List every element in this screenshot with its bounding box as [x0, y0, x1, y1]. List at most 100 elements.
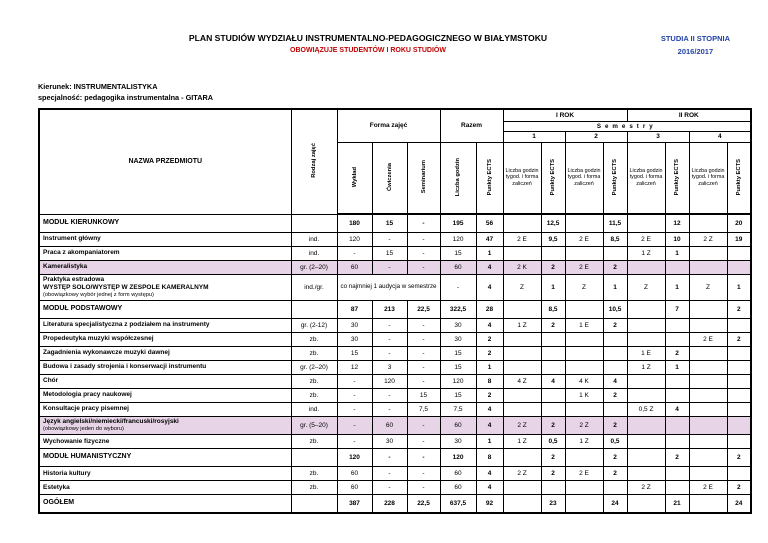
cell-sem-hours: [688, 317, 728, 333]
cell-sem-hours: [564, 359, 604, 375]
cell-sem-hours: Z: [626, 273, 666, 301]
subject-name: Propedeutyka muzyki współczesnej: [43, 335, 154, 343]
document-header: PLAN STUDIÓW WYDZIAŁU INSTRUMENTALNO-PED…: [38, 33, 698, 54]
cell-sem-hours: 2 Z: [688, 231, 728, 247]
cell-sem-hours: 4 Z: [502, 373, 542, 389]
subject-name-cell: Praca z akompaniatorem: [38, 245, 292, 261]
sem3-hours-header: Liczba godzin tygod. i forma zaliczeń: [626, 141, 666, 215]
cell-sem-ects: [664, 480, 690, 496]
cell-sem-ects: 2: [602, 466, 628, 482]
cell-sem-hours: [626, 299, 666, 319]
cell-punkty-ects: 4: [475, 273, 504, 301]
subject-name-cell: Instrument główny: [38, 231, 292, 247]
cell-cwiczenia: -: [371, 231, 408, 247]
subject-name-cell: MODUŁ HUMANISTYCZNY: [38, 448, 292, 468]
col-header-rok-1: I ROK: [502, 108, 628, 122]
cell-sem-hours: 1 Z: [626, 359, 666, 375]
cell-sem-ects: [726, 259, 752, 275]
cell-sem-ects: [726, 373, 752, 389]
cell-sem-hours: Z: [564, 273, 604, 301]
cell-sem-hours: [564, 299, 604, 319]
cell-sem-ects: 2: [664, 345, 690, 361]
subject-name-cell: Kameralistyka: [38, 259, 292, 275]
cell-sem-ects: [726, 434, 752, 450]
cell-sem-hours: [688, 259, 728, 275]
cell-sem-ects: [540, 345, 566, 361]
cell-sem-ects: 10: [664, 231, 690, 247]
cell-cwiczenia: -: [371, 466, 408, 482]
cell-sem-hours: 2 E: [502, 231, 542, 247]
punkty-ects-label: Punkty ECTS: [550, 158, 557, 195]
cell-liczba-godzin: 7,5: [439, 401, 477, 417]
subject-name: Chór: [43, 377, 59, 385]
cell-wyklad: 180: [336, 213, 373, 233]
cell-liczba-godzin: 120: [439, 373, 477, 389]
col-header-forma-zajec: Forma zajęć: [336, 108, 441, 143]
cell-liczba-godzin: 15: [439, 345, 477, 361]
cell-wyklad: 30: [336, 317, 373, 333]
cell-cwiczenia: -: [371, 317, 408, 333]
cell-rodzaj-zajec: gr. (2-12): [290, 317, 338, 333]
cell-seminarium: -: [406, 415, 441, 436]
sem-number-2: 2: [564, 130, 628, 143]
cell-cwiczenia: 228: [371, 494, 408, 514]
subject-name: Historia kultury: [43, 469, 91, 477]
cell-sem-hours: [688, 387, 728, 403]
cell-punkty-ects: 2: [475, 331, 504, 347]
cell-rodzaj-zajec: ind./gr.: [290, 273, 338, 301]
cell-liczba-godzin: 60: [439, 259, 477, 275]
cell-sem-ects: 2: [540, 415, 566, 436]
col-header-rok-2: II ROK: [626, 108, 752, 122]
cell-liczba-godzin: 15: [439, 245, 477, 261]
cell-seminarium: 7,5: [406, 401, 441, 417]
cell-wyklad: -: [336, 434, 373, 450]
cell-seminarium: -: [406, 213, 441, 233]
cell-sem-ects: [540, 331, 566, 347]
cell-sem-hours: [688, 245, 728, 261]
sem4-hours-header: Liczba godzin tygod. i forma zaliczeń: [688, 141, 728, 215]
subject-name: MODUŁ KIERUNKOWY: [43, 218, 120, 226]
cell-rodzaj-zajec: [290, 494, 338, 514]
cell-sem-hours: [502, 494, 542, 514]
cell-rodzaj-zajec: [290, 213, 338, 233]
cell-liczba-godzin: 120: [439, 231, 477, 247]
cell-sem-ects: 1: [664, 245, 690, 261]
punkty-ects-label: Punkty ECTS: [612, 158, 619, 195]
subject-name: Wychowanie fizyczne: [43, 437, 110, 445]
subject-row: Konsultacje pracy pisemnej ind. - -7,5 7,5 4 0…: [38, 401, 752, 417]
cell-liczba-godzin: 15: [439, 387, 477, 403]
cell-sem-hours: [564, 345, 604, 361]
cell-sem-hours: 2 E: [564, 259, 604, 275]
cell-rodzaj-zajec: [290, 448, 338, 468]
cell-sem-ects: [664, 259, 690, 275]
col-header-rodzaj-zajec: Rodzaj zajęć: [290, 108, 338, 215]
module-row: MODUŁ HUMANISTYCZNY 120- -120 8 2 2 2 2: [38, 448, 752, 468]
specialization: specjalność: pedagogika instrumentalna -…: [38, 92, 214, 102]
cell-sem-ects: [540, 387, 566, 403]
subject-name: Budowa i zasady strojenia i konserwacji …: [43, 363, 207, 371]
study-plan-table: NAZWA PRZEDMIOTU Rodzaj zajęć Forma zaję…: [38, 108, 753, 514]
cell-wyklad: 120: [336, 231, 373, 247]
cell-sem-hours: [626, 317, 666, 333]
cell-sem-hours: 1 E: [626, 345, 666, 361]
cell-wyklad: 12: [336, 359, 373, 375]
cell-sem-ects: 2: [602, 387, 628, 403]
subject-name-cell: Zagadnienia wykonawcze muzyki dawnej: [38, 345, 292, 361]
subject-name: Zagadnienia wykonawcze muzyki dawnej: [43, 349, 170, 357]
cell-sem-hours: [502, 480, 542, 496]
cell-seminarium: -: [406, 317, 441, 333]
subject-name: Język angielski/niemiecki/francuski/rosy…: [43, 417, 179, 425]
cell-punkty-ects: 2: [475, 345, 504, 361]
sem-number-3: 3: [626, 130, 690, 143]
cell-sem-ects: 12: [664, 213, 690, 233]
cell-sem-hours: Z: [502, 273, 542, 301]
seminarium-label: Seminarium: [420, 160, 427, 194]
module-row: MODUŁ KIERUNKOWY 180 15-195 56 12,5 11,5 12 20: [38, 213, 752, 233]
sem2-ects-header: Punkty ECTS: [602, 141, 628, 215]
cell-liczba-godzin: 60: [439, 415, 477, 436]
cell-sem-ects: 4: [540, 373, 566, 389]
cell-sem-ects: 1: [726, 273, 752, 301]
